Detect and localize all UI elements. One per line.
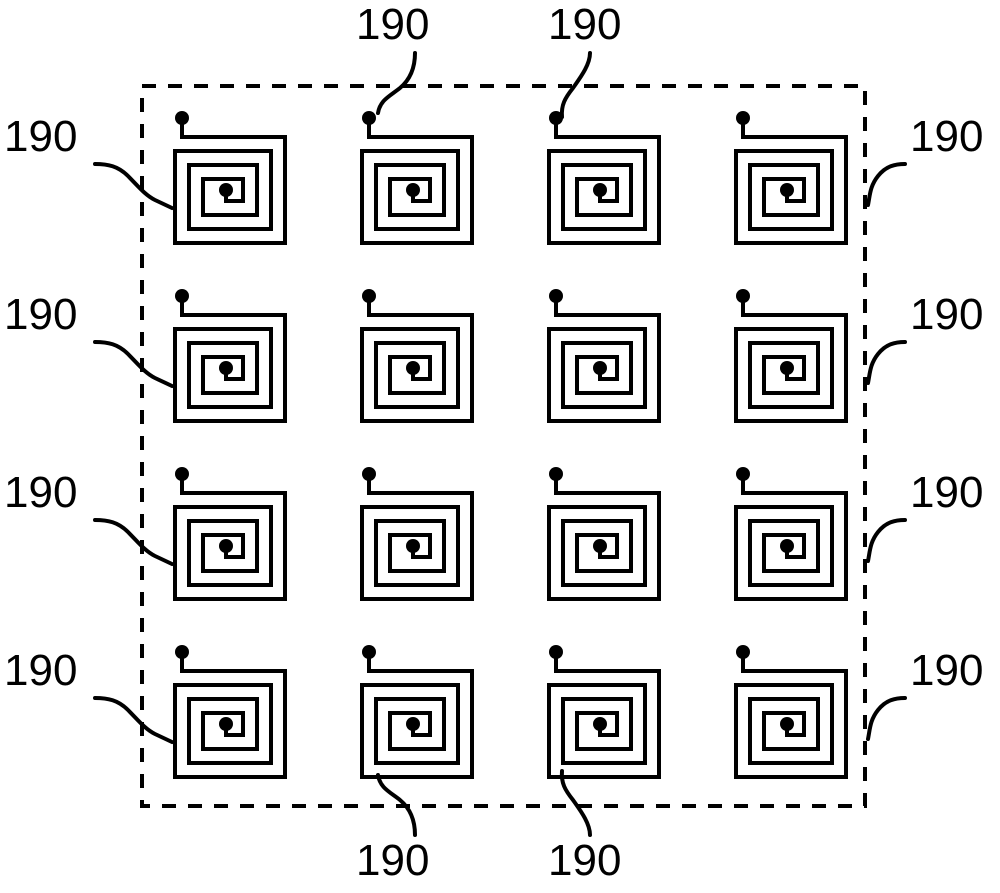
diagram-svg [0, 0, 1000, 893]
reference-label: 190 [4, 112, 77, 162]
terminal-dot [549, 467, 563, 481]
coil-spiral [736, 652, 846, 777]
terminal-dot [175, 111, 189, 125]
terminal-dot [175, 289, 189, 303]
figure-canvas: 190 190 190 190 190 190 190 190 190 190 190 190 [0, 0, 1000, 893]
terminal-dot [219, 539, 233, 553]
coil-spiral [362, 296, 472, 421]
terminal-dot [219, 183, 233, 197]
coil-spiral [362, 118, 472, 243]
terminal-dot [780, 183, 794, 197]
reference-label: 190 [548, 0, 621, 50]
terminal-dot [593, 539, 607, 553]
leader-line [378, 53, 415, 113]
terminal-dot [219, 361, 233, 375]
coil-element [175, 645, 285, 777]
leader-line [95, 698, 172, 742]
reference-label: 190 [910, 290, 983, 340]
coil-spiral [736, 296, 846, 421]
coil-spiral [362, 652, 472, 777]
terminal-dot [549, 645, 563, 659]
coil-spiral [175, 296, 285, 421]
coil-spiral [362, 474, 472, 599]
coil-element [362, 289, 472, 421]
coil-element [736, 467, 846, 599]
terminal-dot [736, 645, 750, 659]
coil-spiral [736, 474, 846, 599]
terminal-dot [549, 289, 563, 303]
leader-line [868, 698, 905, 739]
coil-element [175, 111, 285, 243]
reference-label: 190 [356, 0, 429, 50]
terminal-dot [593, 361, 607, 375]
terminal-dot [780, 717, 794, 731]
terminal-dot [736, 289, 750, 303]
coil-spiral [175, 652, 285, 777]
terminal-dot [406, 539, 420, 553]
reference-label: 190 [356, 836, 429, 886]
reference-label: 190 [548, 836, 621, 886]
leader-line [95, 342, 172, 386]
terminal-dot [362, 111, 376, 125]
coil-element [736, 645, 846, 777]
leader-line [95, 164, 172, 208]
coil-element [549, 289, 659, 421]
terminal-dot [362, 289, 376, 303]
terminal-dot [406, 717, 420, 731]
coil-element [362, 111, 472, 243]
leader-line [868, 342, 905, 383]
coil-element [175, 467, 285, 599]
terminal-dot [736, 111, 750, 125]
terminal-dot [406, 361, 420, 375]
coil-spiral [549, 118, 659, 243]
terminal-dot [593, 717, 607, 731]
coil-spiral [736, 118, 846, 243]
coil-element [549, 111, 659, 243]
terminal-dot [175, 467, 189, 481]
coil-element [362, 645, 472, 777]
coil-element [736, 289, 846, 421]
coil-spiral [549, 296, 659, 421]
reference-label: 190 [910, 468, 983, 518]
terminal-dot [175, 645, 189, 659]
coil-spiral [549, 652, 659, 777]
leader-line [868, 520, 905, 561]
terminal-dot [362, 467, 376, 481]
terminal-dot [736, 467, 750, 481]
coil-element [175, 289, 285, 421]
reference-label: 190 [910, 112, 983, 162]
coil-spiral [549, 474, 659, 599]
leader-line [868, 164, 905, 205]
terminal-dot [362, 645, 376, 659]
coil-spiral [175, 474, 285, 599]
leader-line [562, 771, 590, 835]
coil-element [549, 467, 659, 599]
reference-label: 190 [910, 646, 983, 696]
coil-spiral [175, 118, 285, 243]
leader-line [95, 520, 172, 564]
terminal-dot [219, 717, 233, 731]
reference-label: 190 [4, 290, 77, 340]
terminal-dot [406, 183, 420, 197]
reference-label: 190 [4, 468, 77, 518]
reference-label: 190 [4, 646, 77, 696]
terminal-dot [780, 539, 794, 553]
terminal-dot [780, 361, 794, 375]
coil-element [549, 645, 659, 777]
coil-element [736, 111, 846, 243]
coil-element [362, 467, 472, 599]
terminal-dot [593, 183, 607, 197]
